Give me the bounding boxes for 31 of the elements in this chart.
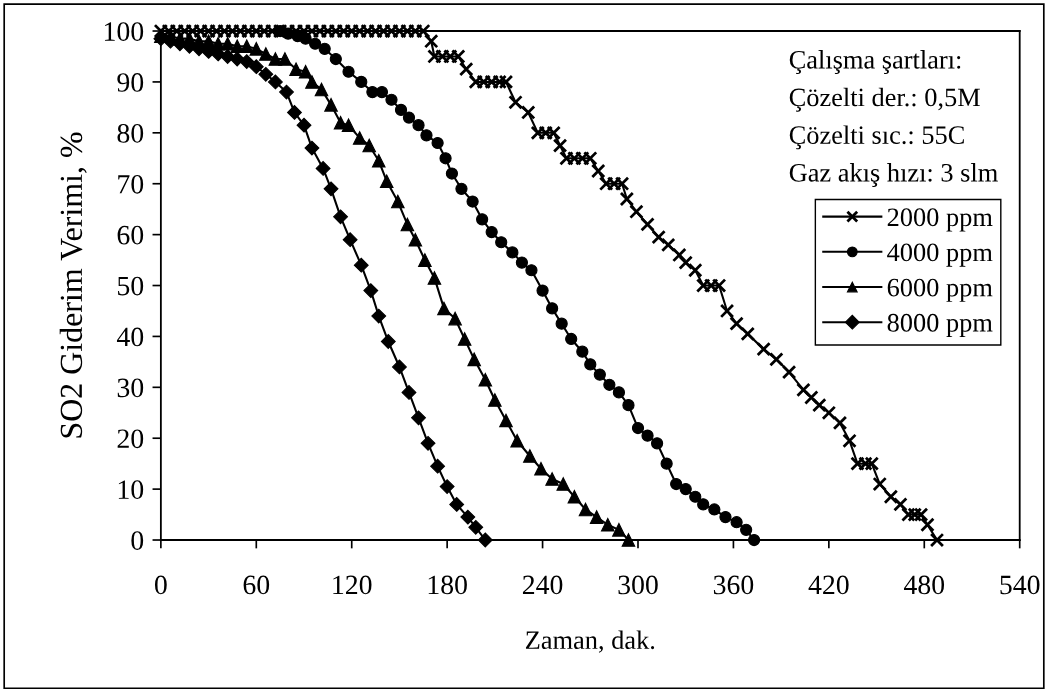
y-tick-label: 40 <box>116 327 144 347</box>
y-tick-label: 80 <box>117 123 144 143</box>
annotation: Çözelti der.: 0,5M <box>789 87 980 112</box>
x-tick-label: 360 <box>713 575 754 595</box>
x-tick-label: 300 <box>618 575 658 595</box>
y-tick-label: 30 <box>117 378 144 398</box>
x-tick-label: 120 <box>333 575 372 595</box>
annotation: Çözelti sıc.: 55C <box>789 125 964 150</box>
y-tick-label: 20 <box>117 429 144 449</box>
legend-label: 2000 ppm <box>887 208 993 232</box>
legend-label: 8000 ppm <box>887 313 993 338</box>
x-tick-label: 540 <box>1000 575 1040 595</box>
annotation: Çalışma şartları: <box>789 50 961 75</box>
y-tick-label: 60 <box>117 225 144 245</box>
legend-label: 6000 ppm <box>887 278 993 302</box>
x-axis-title: Zaman, dak. <box>525 630 655 653</box>
y-tick-label: 70 <box>118 174 144 194</box>
y-tick-label: 10 <box>118 480 144 500</box>
y-tick-label: 90 <box>117 73 144 92</box>
x-tick-label: 180 <box>428 575 467 595</box>
y-tick-label: 0 <box>131 531 144 550</box>
x-tick-label: 60 <box>243 575 270 595</box>
x-tick-label: 480 <box>903 575 945 595</box>
x-tick-label: 0 <box>154 575 167 595</box>
y-tick-label: 50 <box>118 276 144 296</box>
y-tick-label: 100 <box>104 22 144 41</box>
x-tick-label: 240 <box>522 575 563 595</box>
x-tick-label: 420 <box>808 575 849 595</box>
annotation: Gaz akış hızı: 3 slm <box>789 163 998 188</box>
legend-label: 4000 ppm <box>887 243 993 267</box>
y-axis-title: SO2 Giderim Verimi, % <box>59 132 87 438</box>
